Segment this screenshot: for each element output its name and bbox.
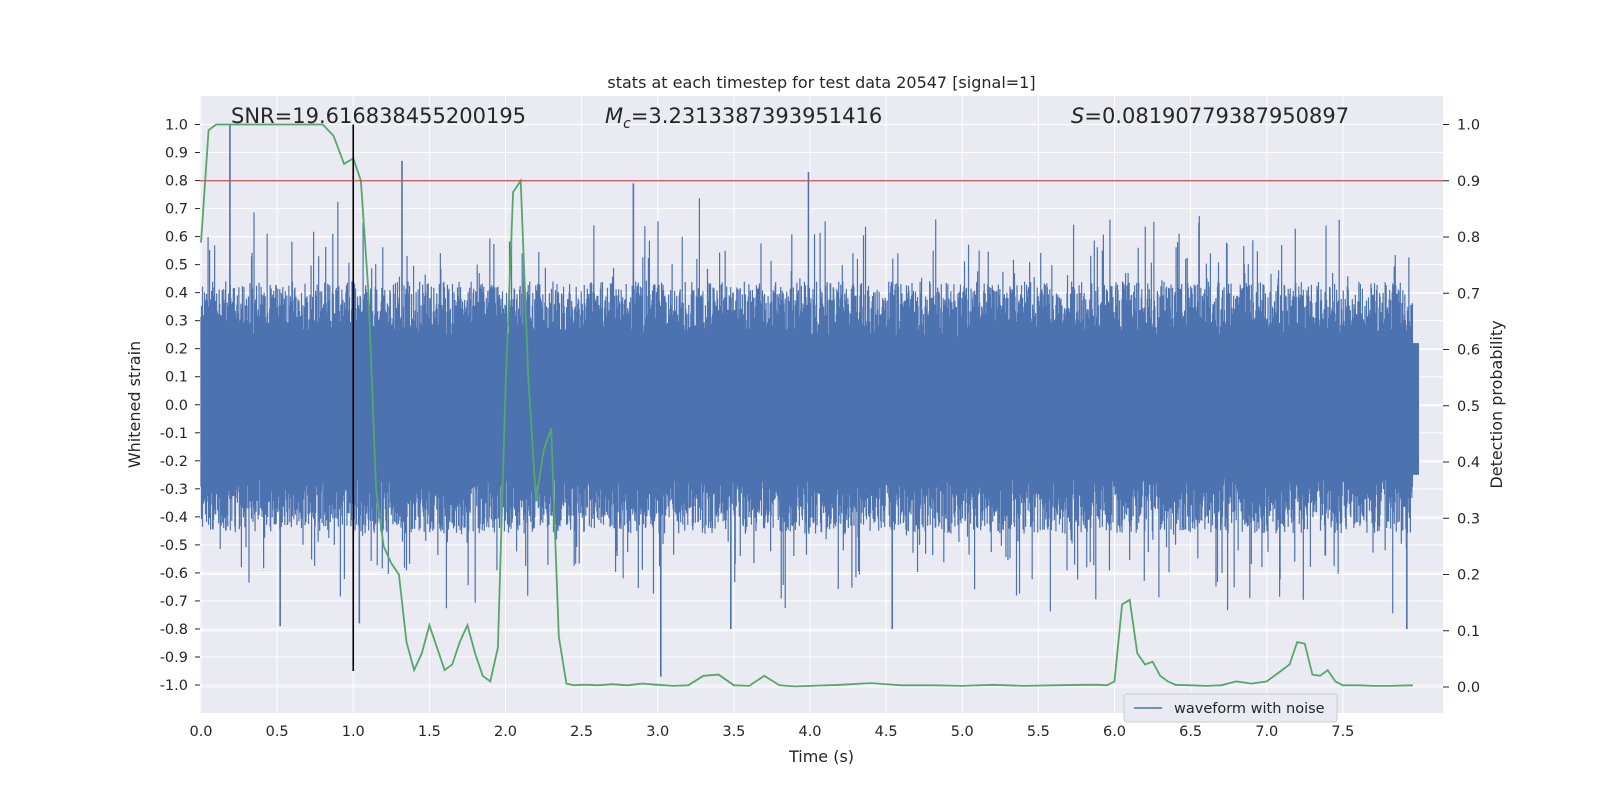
- x-tick-label: 1.0: [342, 724, 365, 740]
- y-tick-label: -0.3: [160, 482, 188, 498]
- y-tick-label: 0.7: [165, 202, 188, 218]
- s-symbol: S: [1071, 104, 1084, 128]
- legend-box: [1123, 693, 1338, 723]
- x-tick-label: 5.5: [1027, 724, 1050, 740]
- x-tick-label: 6.0: [1103, 724, 1126, 740]
- y-tick-label: -0.1: [160, 426, 188, 442]
- x-tick-label: 2.5: [570, 724, 593, 740]
- noise-series: [200, 124, 1419, 677]
- y-tick-label: 0.5: [165, 258, 188, 274]
- y-tick-label: -0.7: [160, 594, 188, 610]
- x-tick-label: 4.0: [798, 724, 821, 740]
- y2-tick-label: 0.3: [1457, 511, 1480, 527]
- s-value: =0.08190779387950897: [1084, 104, 1349, 128]
- x-tick-label: 4.5: [875, 724, 898, 740]
- s-annotation: S=0.08190779387950897: [1071, 104, 1349, 128]
- mc-subscript: c: [623, 116, 631, 132]
- y2-tick-label: 0.0: [1457, 680, 1480, 696]
- y2-axis-label: Detection probability: [1487, 320, 1506, 488]
- y-axis-label: Whitened strain: [125, 341, 144, 468]
- overlay-lines: [200, 124, 1443, 671]
- y-tick-label: -0.2: [160, 454, 188, 470]
- x-tick-label: 2.0: [494, 724, 517, 740]
- y-tick-label: -0.5: [160, 538, 188, 554]
- x-tick-label: 0.5: [266, 724, 289, 740]
- legend: waveform with noise: [1123, 693, 1338, 723]
- x-tick-label: 6.5: [1179, 724, 1202, 740]
- y-tick-label: -0.9: [160, 650, 188, 666]
- mc-annotation: Mc=3.2313387393951416: [605, 104, 882, 132]
- y2-tick-label: 0.1: [1457, 624, 1480, 640]
- x-tick-label: 5.0: [951, 724, 974, 740]
- y2-tick-label: 0.6: [1457, 343, 1480, 359]
- snr-annotation: SNR=19.616838455200195: [231, 104, 526, 128]
- y-tick-label: -1.0: [160, 678, 188, 694]
- y-tick-label: 0.8: [165, 174, 188, 190]
- tick-labels: 0.0 0.5 1.0 1.5 2.0 2.5 3.0 3.5 4.0 4.5 5.0 5.5 6.0 6…: [160, 118, 1480, 741]
- y2-tick-label: 0.4: [1457, 455, 1480, 471]
- x-tick-label: 0.0: [189, 724, 212, 740]
- probability-line: [200, 123, 1413, 688]
- y-tick-label: -0.6: [160, 566, 188, 582]
- y-tick-label: 0.1: [165, 370, 188, 386]
- mc-value: =3.2313387393951416: [631, 104, 882, 128]
- x-tick-label: 3.0: [646, 724, 669, 740]
- y-tick-label: 0.6: [165, 230, 188, 246]
- y-tick-label: 0.9: [165, 146, 188, 162]
- x-tick-label: 7.5: [1331, 724, 1354, 740]
- y-tick-label: 0.0: [165, 398, 188, 414]
- x-axis-label: Time (s): [788, 747, 854, 766]
- y2-tick-label: 0.2: [1457, 568, 1480, 584]
- x-tick-label: 7.0: [1255, 724, 1278, 740]
- x-tick-label: 3.5: [722, 724, 745, 740]
- noise-core-band: [201, 343, 1419, 475]
- legend-label: waveform with noise: [1174, 701, 1325, 717]
- y-tick-label: 0.4: [165, 286, 188, 302]
- y2-tick-label: 0.8: [1457, 230, 1480, 246]
- y-tick-label: 0.2: [165, 342, 188, 358]
- y-tick-label: -0.8: [160, 622, 188, 638]
- y2-tick-label: 0.5: [1457, 399, 1480, 415]
- y2-tick-label: 1.0: [1457, 118, 1480, 134]
- y2-tick-label: 0.9: [1457, 174, 1480, 190]
- y-tick-label: 1.0: [165, 118, 188, 134]
- probability-series: [200, 123, 1413, 688]
- y2-tick-label: 0.7: [1457, 286, 1480, 302]
- y-tick-label: -0.4: [160, 510, 188, 526]
- y-tick-label: 0.3: [165, 314, 188, 330]
- chart-title: stats at each timestep for test data 205…: [607, 73, 1035, 92]
- mc-symbol: M: [605, 104, 623, 128]
- x-tick-label: 1.5: [418, 724, 441, 740]
